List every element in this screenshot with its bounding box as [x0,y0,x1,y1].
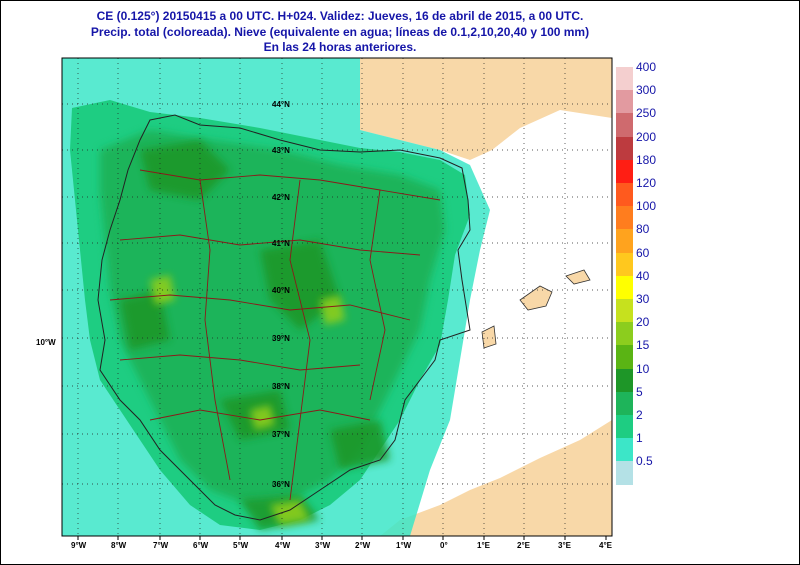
africa-land [380,420,612,536]
legend-label: 400 [636,60,657,74]
title-line-1: CE (0.125°) 20150415 a 00 UTC. H+024. Va… [96,9,584,23]
legend-label: 250 [636,106,657,121]
legend-swatch [616,229,633,254]
legend-swatch [616,159,633,184]
precip-light-patches [150,275,345,525]
lat-labels: 44°N 43°N 42°N 41°N 40°N 39°N 38°N 37°N … [272,100,290,489]
legend-swatch [616,415,633,439]
lon-label: 8°W [111,541,127,550]
legend-label: 20 [636,315,650,330]
legend-label: 80 [636,222,650,237]
legend-swatch [616,113,633,138]
lon-label: 4°W [275,541,291,550]
iberia-coastline [97,114,471,521]
lon-label: 5°W [233,541,249,550]
lon-label: 2°W [355,541,371,550]
legend-swatch [616,322,633,346]
legend-swatch [616,90,633,114]
legend-swatch [616,391,633,416]
lon-label: 9°W [71,541,87,550]
map-border [61,57,613,537]
legend-label: 2 [636,408,643,422]
legend-swatch [616,368,633,393]
iberia-precip-core [100,130,445,505]
legend-swatch [616,67,633,91]
lat-label-38: 38°N [272,382,290,391]
legend-label: 300 [636,83,657,98]
legend-label: 200 [636,129,657,144]
lon-label: 4°E [599,541,613,550]
lon-labels: 9°W 8°W 7°W 6°W 5°W 4°W 3°W 2°W 1°W 0° 1… [71,541,613,550]
title-line-2: Precip. total (coloreada). Nieve (equiva… [90,25,590,39]
lat-label-41: 41°N [272,239,290,248]
lon-label: 3°E [558,541,572,550]
legend-label: 100 [636,199,657,214]
lon-label: 2°E [517,541,531,550]
legend-label: 60 [636,245,650,260]
legend-label: 30 [636,292,650,306]
lat-label-40: 40°N [272,286,290,295]
legend-swatch [616,299,633,323]
legend-swatch [616,275,633,300]
bottom-ticks [77,536,607,540]
lon-label: 7°W [153,541,169,550]
title-line-3: En las 24 horas anteriores. [263,40,417,54]
legend-swatch [616,206,633,230]
legend-label: 1 [636,431,643,446]
lon-label: 6°W [193,541,209,550]
legend-label: 0.5 [636,454,653,469]
balearic-islands [481,269,591,349]
legend-swatch [616,136,633,161]
lat-label-39: 39°N [272,334,290,343]
lon-label: 3°W [315,541,331,550]
legend-swatch [616,345,633,370]
lat-label-36: 36°N [272,480,290,489]
lon-label: 0° [440,541,448,550]
graticule [62,58,612,536]
lat-label-37: 37°N [272,430,290,439]
legend-label: 10 [636,361,650,376]
legend-swatch [616,438,633,462]
lat-label-42: 42°N [272,193,290,202]
side-lon-label: 10°W [36,338,56,347]
france-land [360,58,612,160]
admin-borders [109,169,441,501]
legend-swatch [616,183,633,207]
legend-label: 5 [636,384,643,399]
lon-label: 1°E [477,541,491,550]
lon-label: 1°W [396,541,412,550]
legend-swatch [616,461,633,486]
legend-label: 180 [636,152,657,167]
lat-label-43: 43°N [272,146,290,155]
lat-label-44: 44°N [272,100,290,109]
legend-swatch [616,252,633,277]
legend-label: 40 [636,268,650,283]
legend-label: 15 [636,338,650,353]
legend-label: 120 [636,176,657,190]
